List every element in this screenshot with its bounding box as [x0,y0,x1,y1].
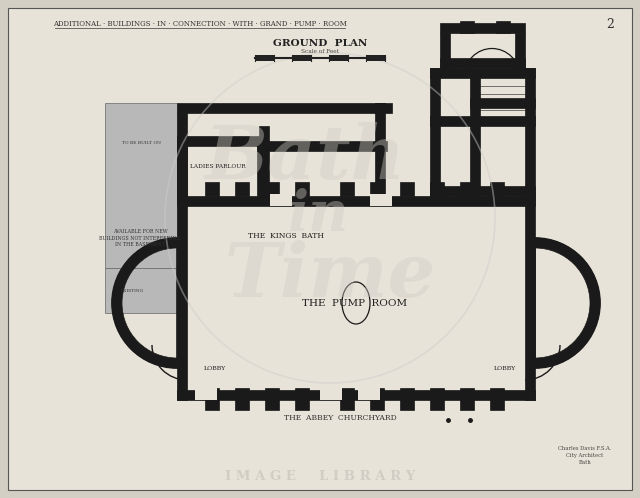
Bar [177,113,187,196]
Bar [370,388,384,410]
Text: LOBBY: LOBBY [494,366,516,371]
Text: LOBBY: LOBBY [204,366,226,371]
Bar [430,182,444,196]
Text: TO BE BUILT ON: TO BE BUILT ON [122,141,161,145]
Bar [525,196,535,400]
Text: Time: Time [224,240,436,312]
Bar [490,388,504,410]
Bar [525,68,535,196]
Bar [177,103,392,113]
Wedge shape [535,238,600,368]
Bar [235,388,249,410]
Bar [460,388,474,410]
Text: LADIES PARLOUR: LADIES PARLOUR [190,163,246,168]
Text: 2: 2 [606,17,614,30]
Text: Scale of Feet: Scale of Feet [301,48,339,53]
Text: ADDITIONAL · BUILDINGS · IN · CONNECTION · WITH · GRAND · PUMP · ROOM: ADDITIONAL · BUILDINGS · IN · CONNECTION… [53,20,347,28]
Text: I M A G E     L I B R A R Y: I M A G E L I B R A R Y [225,470,415,483]
Bar [295,182,309,196]
Bar [440,23,525,33]
Bar [496,21,510,33]
Bar [340,182,354,196]
Bar [358,388,380,400]
Bar [292,55,310,61]
Bar [440,33,450,68]
Bar [257,141,387,151]
Bar [255,55,273,61]
Bar [430,116,535,126]
Bar [259,126,269,196]
Bar [177,196,187,400]
Bar [205,182,219,196]
Bar [430,68,535,78]
Bar [235,182,249,196]
Bar [295,388,309,410]
Bar [430,186,535,196]
Text: EXISTING: EXISTING [120,289,143,293]
Bar [265,388,279,410]
Bar [367,55,385,61]
Bar [205,388,219,410]
Bar [400,388,414,410]
Bar [370,182,384,196]
Text: THE  KINGS  BATH: THE KINGS BATH [248,232,324,240]
Bar [195,388,217,400]
Bar [470,126,480,196]
Bar [460,182,474,196]
Bar [470,76,480,126]
Bar [430,68,440,196]
Bar [177,390,535,400]
Bar [265,182,279,196]
Bar [440,58,525,68]
Wedge shape [112,238,177,368]
Text: Charles Davis F.S.A.
City Architect
Bath: Charles Davis F.S.A. City Architect Bath [558,447,612,466]
Bar [340,388,354,410]
Bar [270,194,292,206]
Bar [375,103,385,196]
Bar [490,182,504,196]
Text: Bath: Bath [204,122,406,194]
Bar [400,182,414,196]
Bar [177,136,187,196]
Text: GROUND  PLAN: GROUND PLAN [273,38,367,47]
Bar [257,141,267,196]
Bar [430,388,444,410]
Text: in: in [287,188,349,243]
Bar [105,268,177,313]
Bar [370,194,392,206]
Text: THE  PUMP  ROOM: THE PUMP ROOM [303,298,408,307]
Text: THE  ABBEY  CHURCHYARD: THE ABBEY CHURCHYARD [284,414,396,422]
Bar [105,103,177,268]
Text: AVAILABLE FOR NEW
BUILDINGS NOT INTERFERING
IN THE BASEMENT: AVAILABLE FOR NEW BUILDINGS NOT INTERFER… [99,229,180,247]
Bar [330,55,348,61]
Bar [177,196,535,206]
Bar [177,136,259,146]
Bar [460,21,474,33]
Bar [375,103,385,113]
Bar [515,33,525,68]
Bar [470,98,535,108]
Bar [320,388,342,400]
